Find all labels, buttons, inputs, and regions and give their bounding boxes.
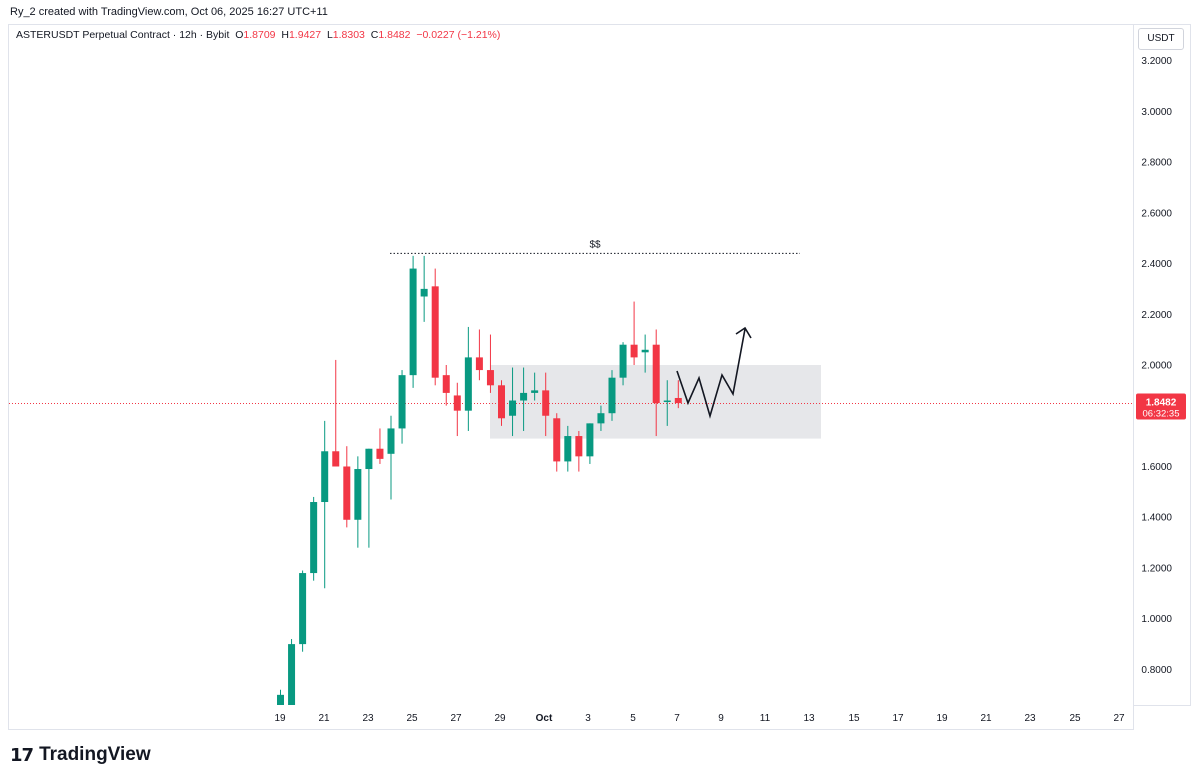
y-tick-label: 2.6000 [1141,208,1172,219]
high-value: 1.9427 [288,29,322,41]
projection-arrowhead [735,326,752,339]
candle-up[interactable] [608,377,616,414]
y-tick-label: 2.2000 [1141,310,1172,321]
candle-up[interactable] [509,400,517,416]
low-value: 1.8303 [332,29,365,41]
candle-up[interactable] [564,436,572,462]
candle-down[interactable] [575,436,583,457]
bar-countdown: 06:32:35 [1143,409,1180,420]
y-tick-label: 2.8000 [1141,158,1172,169]
candle-down[interactable] [553,418,561,462]
change-value: −0.0227 (−1.21%) [416,29,501,41]
x-tick-label: 13 [803,713,815,724]
x-tick-label: 21 [318,713,330,724]
high-label: H [281,29,289,41]
candle-up[interactable] [531,390,539,393]
candles-group [277,255,682,708]
currency-unit-button[interactable]: USDT [1138,28,1184,50]
candle-down[interactable] [475,357,483,371]
x-tick-label: 19 [274,713,286,724]
candle-up[interactable] [365,448,373,470]
x-tick-label: 9 [718,713,724,724]
candle-up[interactable] [288,644,296,707]
candle-down[interactable] [674,397,682,404]
candle-down[interactable] [343,466,351,520]
candle-down[interactable] [498,385,505,419]
candle-up[interactable] [520,392,528,401]
candle-up[interactable] [464,357,472,411]
candle-down[interactable] [376,448,384,459]
x-tick-label: 29 [494,713,506,724]
chart-pane[interactable] [8,24,1134,730]
symbol-title[interactable]: ASTERUSDT Perpetual Contract · 12h · Byb… [16,29,230,41]
x-tick-label: 17 [892,713,904,724]
candle-up[interactable] [299,573,307,645]
x-tick-label: 23 [362,713,374,724]
x-tick-label: 25 [1069,713,1081,724]
y-tick-label: 2.4000 [1141,259,1172,270]
candle-up[interactable] [663,400,671,403]
y-tick-label: 1.2000 [1141,563,1172,574]
low-label: L [326,29,333,41]
projection-path[interactable] [676,328,746,419]
tradingview-logo-text: TradingView [39,744,151,765]
author-credit: Ry_2 created with TradingView.com, Oct 0… [10,6,328,18]
y-tick-label: 2.0000 [1141,361,1172,372]
tradingview-logo-icon: 17 [10,744,34,766]
y-tick-label: 3.0000 [1141,107,1172,118]
open-value: 1.8709 [243,29,276,41]
x-tick-label: 19 [936,713,948,724]
candle-down[interactable] [332,451,340,467]
candle-up[interactable] [409,268,417,376]
candle-down[interactable] [431,286,439,378]
liquidity-label: $$ [589,239,601,250]
candle-up[interactable] [354,469,362,520]
y-tick-label: 0.8000 [1141,665,1172,676]
open-label: O [235,29,244,41]
close-value: 1.8482 [378,29,411,41]
candle-down[interactable] [486,370,494,386]
close-label: C [370,29,379,41]
last-price-badge [1136,393,1186,420]
y-tick-label: 1.4000 [1141,513,1172,524]
candle-up[interactable] [597,413,605,424]
candle-up[interactable] [310,502,318,574]
candle-down[interactable] [442,375,450,393]
x-tick-label: 7 [674,713,680,724]
symbol-legend: ASTERUSDT Perpetual Contract · 12h · Byb… [16,29,500,41]
candle-up[interactable] [321,451,329,503]
x-tick-label: 5 [630,713,636,724]
x-tick-label: 23 [1024,713,1036,724]
y-tick-label: 3.2000 [1141,56,1172,67]
y-tick-label: 1.6000 [1141,462,1172,473]
x-tick-label: 27 [450,713,462,724]
x-tick-label: 25 [406,713,418,724]
candle-up[interactable] [398,375,406,429]
candle-up[interactable] [586,423,594,457]
y-tick-label: 1.0000 [1141,614,1172,625]
x-tick-label: 3 [585,713,591,724]
candle-up[interactable] [277,694,284,708]
price-axis[interactable] [1133,24,1191,706]
x-tick-label: 15 [848,713,860,724]
tradingview-logo: 17 TradingView [10,744,151,766]
x-tick-label: 11 [760,713,771,724]
candle-up[interactable] [387,428,395,454]
candle-down[interactable] [652,344,660,404]
candle-down[interactable] [453,395,461,411]
candle-up[interactable] [619,344,627,378]
x-tick-label: Oct [536,713,553,724]
candle-down[interactable] [542,390,550,416]
x-tick-label: 21 [980,713,992,724]
candle-down[interactable] [630,344,638,358]
candle-up[interactable] [641,349,649,353]
last-price-value: 1.8482 [1146,398,1177,409]
x-tick-label: 27 [1113,713,1125,724]
candle-up[interactable] [420,288,428,297]
